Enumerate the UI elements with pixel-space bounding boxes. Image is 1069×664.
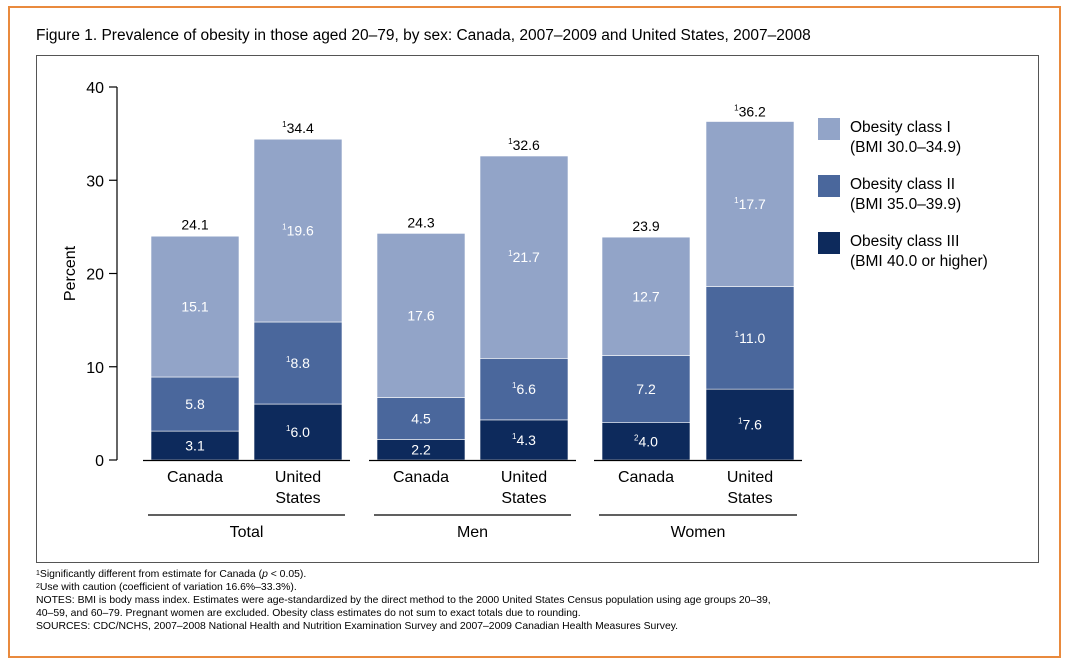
bar-segment [601,355,691,423]
x-tick-label: States [501,490,546,507]
y-tick-label: 30 [86,173,104,190]
bar-total-label: 132.6 [508,137,540,153]
bar-segment [150,376,240,432]
bar-segment-label: 17.6 [407,307,434,323]
y-tick-label: 20 [86,267,104,284]
bar-segment-label: 111.0 [735,330,766,346]
x-tick-label: Canada [393,469,449,486]
bar-segment-label: 4.5 [411,411,431,427]
bar-segment-label: 18.8 [286,355,310,371]
legend-label: Obesity class II [850,176,955,193]
plot-area [36,55,1039,563]
bar-segment-label: 3.1 [185,438,205,454]
notes-line-2: 40–59, and 60–79. Pregnant women are exc… [36,608,581,619]
legend-swatch [818,118,840,140]
bar-total-label: 136.2 [734,103,766,119]
bar-total-label: 24.1 [181,216,208,232]
bar-segment [479,155,569,359]
bar-segment [705,388,795,461]
bar-segment [479,358,569,421]
legend-swatch [818,232,840,254]
y-tick-label: 10 [86,360,104,377]
x-tick-label: Canada [618,469,674,486]
bar-segment [253,138,343,323]
bar-segment-label: 121.7 [508,249,540,265]
bar-segment-label: 7.2 [636,381,656,397]
x-tick-label: Canada [167,469,223,486]
sources-line: SOURCES: CDC/NCHS, 2007–2008 National He… [36,621,679,632]
bar-segment-label: 119.6 [282,223,314,239]
bar-segment-label: 14.3 [512,432,536,448]
bar-total-label: 23.9 [632,218,659,234]
bar-segment-label: 16.0 [286,424,310,440]
footnote-1: 1Significantly different from estimate f… [36,569,307,580]
bar-segment [376,233,466,398]
group-label: Women [671,524,726,541]
legend-sublabel: (BMI 30.0–34.9) [850,139,961,156]
y-axis-label: Percent [62,245,79,301]
bar-segment-label: 24.0 [634,433,658,449]
bar-segment [253,321,343,405]
notes-line-1: NOTES: BMI is body mass index. Estimates… [36,595,771,606]
legend-swatch [818,175,840,197]
bar-segment-label: 12.7 [632,288,659,304]
bar-total-label: 24.3 [407,214,434,230]
group-label: Total [230,524,264,541]
bar-segment-label: 17.6 [738,417,762,433]
bar-segment-label: 117.7 [734,196,766,212]
legend-label: Obesity class I [850,119,951,136]
bar-segment [601,236,691,356]
y-tick-label: 40 [86,80,104,97]
bar-segment-label: 16.6 [512,381,536,397]
bar-total-label: 134.4 [282,120,314,136]
bar-segment [479,419,569,461]
bar-segment [376,397,466,440]
chart-title: Figure 1. Prevalence of obesity in those… [36,27,811,44]
legend-label: Obesity class III [850,233,959,250]
footnotes: 1Significantly different from estimate f… [36,568,1046,633]
legend-sublabel: (BMI 40.0 or higher) [850,253,988,270]
bar-segment-label: 15.1 [181,299,208,315]
footnote-2: 2Use with caution (coefficient of variat… [36,582,297,593]
bar-segment-label: 5.8 [185,396,205,412]
x-tick-label: United [275,469,321,486]
legend-sublabel: (BMI 35.0–39.9) [850,196,961,213]
y-tick-label: 0 [95,453,104,470]
x-tick-label: States [275,490,320,507]
x-tick-label: States [727,490,772,507]
group-label: Men [457,524,488,541]
x-tick-label: United [501,469,547,486]
bar-segment [150,235,240,378]
bar-segment [705,121,795,287]
x-tick-label: United [727,469,773,486]
bar-segment-label: 2.2 [411,442,431,458]
bar-segment [705,286,795,390]
